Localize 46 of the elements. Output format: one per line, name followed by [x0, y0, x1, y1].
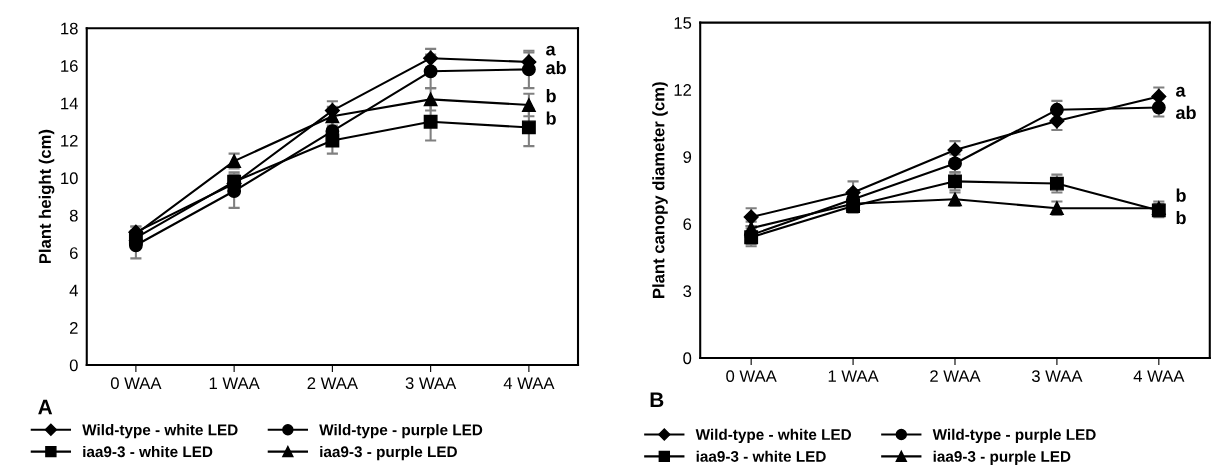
legend-label: Wild-type - purple LED: [932, 428, 1096, 444]
y-tick-label: 15: [674, 17, 692, 29]
annotation: b: [1176, 188, 1186, 202]
legend-label: iaa9-3 - purple LED: [933, 450, 1071, 465]
annotation: a: [1176, 86, 1186, 97]
x-tick-label: 3 WAA: [405, 377, 457, 390]
text: A: [38, 399, 53, 415]
x-tick-label: 3 WAA: [1031, 370, 1083, 383]
x-tick-label: 1 WAA: [209, 377, 260, 389]
x-tick-label: 4 WAA: [503, 377, 555, 389]
legend-label: Wild-type - purple LED: [319, 424, 483, 439]
annotation: b: [546, 111, 556, 125]
y-tick-label: 0: [69, 359, 78, 372]
x-tick-label: 4 WAA: [1133, 370, 1185, 382]
x-tick-label: 0 WAA: [726, 370, 777, 383]
x-tick-label: 2 WAA: [930, 370, 981, 382]
y-tick-label: 6: [70, 247, 78, 259]
y-tick-label: 6: [683, 218, 692, 231]
annotation: ab: [546, 61, 566, 75]
y-tick-label: 10: [61, 172, 78, 185]
annotation: b: [546, 89, 556, 103]
x-tick-label: 2 WAA: [307, 377, 358, 389]
y-tick-label: 2: [70, 322, 78, 334]
text: B: [650, 392, 664, 407]
annotation: b: [1176, 210, 1186, 225]
x-tick-label: 1 WAA: [828, 370, 879, 382]
legend-label: iaa9-3 - purple LED: [320, 445, 457, 461]
y-tick-label: 18: [61, 22, 78, 35]
y-tick-label: 9: [683, 151, 692, 163]
y-tick-label: 12: [674, 84, 692, 96]
annotation: a: [546, 45, 556, 56]
y-tick-label: 14: [61, 97, 78, 110]
y-tick-label: 0: [683, 352, 692, 365]
legend-label: iaa9-3 - white LED: [696, 450, 826, 462]
y-tick-label: 3: [683, 285, 692, 298]
y-tick-label: 16: [61, 60, 78, 72]
x-tick-label: 0 WAA: [110, 377, 162, 390]
legend-label: Wild-type - white LED: [82, 424, 238, 439]
annotation: ab: [1176, 105, 1196, 120]
y-tick-label: 12: [61, 134, 78, 147]
legend-label: Wild-type - white LED: [695, 428, 852, 444]
y-axis-title: Plant height (cm): [38, 129, 55, 264]
y-tick-label: 4: [69, 284, 78, 297]
y-tick-label: 8: [69, 209, 78, 222]
legend-label: iaa9-3 - white LED: [83, 445, 213, 458]
y-axis-title: Plant canopy diameter (cm): [652, 82, 668, 298]
